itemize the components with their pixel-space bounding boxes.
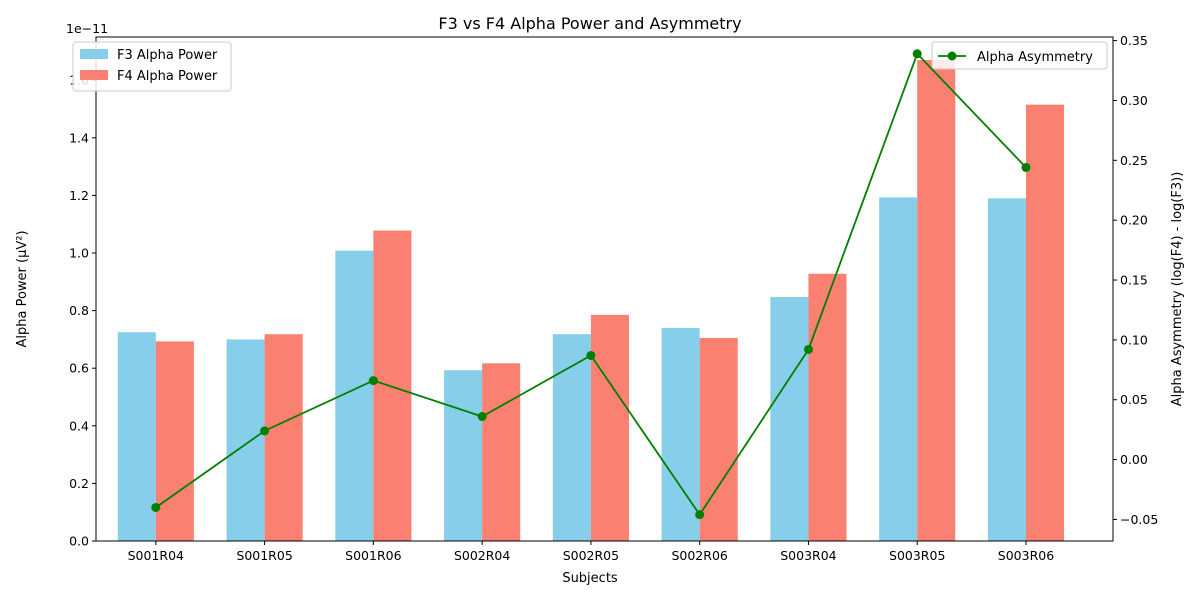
legend-box bbox=[72, 41, 232, 92]
y-tick-label: 1.2 bbox=[69, 188, 89, 203]
asymmetry-line-layer bbox=[151, 49, 1031, 520]
f4-bar bbox=[808, 273, 847, 541]
f4-bar bbox=[917, 60, 956, 541]
asymmetry-point bbox=[695, 510, 705, 520]
asymmetry-point bbox=[803, 344, 813, 354]
legend-power: F3 Alpha Power F4 Alpha Power bbox=[72, 41, 232, 92]
legend-label: Alpha Asymmetry bbox=[977, 50, 1093, 65]
y2-tick-label: 0.00 bbox=[1120, 452, 1148, 467]
y-tick-label: 0.0 bbox=[69, 534, 89, 549]
f4-bar bbox=[482, 363, 521, 541]
f3-bar bbox=[444, 370, 483, 541]
legend-swatch-f4 bbox=[80, 70, 108, 80]
y2-tick-label: 0.15 bbox=[1120, 273, 1148, 288]
y2-tick-label: 0.35 bbox=[1120, 33, 1148, 48]
x-tick-label: S002R05 bbox=[563, 548, 619, 563]
y2-tick-label: 0.30 bbox=[1120, 93, 1148, 108]
f3-bar bbox=[117, 332, 156, 541]
y-tick-label: 0.8 bbox=[69, 303, 89, 318]
asymmetry-point bbox=[1021, 162, 1031, 172]
y-tick-label: 1.0 bbox=[69, 246, 89, 261]
y-tick-label: 0.2 bbox=[69, 476, 89, 491]
f4-bar bbox=[699, 337, 738, 541]
f4-bar bbox=[264, 334, 303, 541]
f3-bar bbox=[770, 297, 809, 541]
asymmetry-point bbox=[260, 426, 270, 436]
x-tick-label: S001R06 bbox=[345, 548, 401, 563]
legend-asymmetry: Alpha Asymmetry bbox=[931, 41, 1108, 70]
x-tick-label: S001R04 bbox=[128, 548, 184, 563]
plot-frame bbox=[95, 36, 1114, 542]
bars-layer bbox=[117, 60, 1065, 542]
f3-bar bbox=[226, 339, 265, 541]
asymmetry-point bbox=[151, 502, 161, 512]
f3-bar bbox=[879, 197, 918, 541]
chart-title: F3 vs F4 Alpha Power and Asymmetry bbox=[438, 14, 741, 33]
legend-marker-asymmetry bbox=[947, 51, 957, 61]
f4-bar bbox=[373, 230, 412, 541]
x-tick-label: S003R05 bbox=[889, 548, 945, 563]
f4-bar bbox=[155, 341, 194, 541]
legend-label: F4 Alpha Power bbox=[117, 69, 218, 84]
x-tick-label: S001R05 bbox=[236, 548, 292, 563]
x-tick-label: S002R06 bbox=[671, 548, 727, 563]
y-offset-text: 1e−11 bbox=[66, 21, 108, 36]
y-tick-label: 0.6 bbox=[69, 361, 89, 376]
asymmetry-point bbox=[477, 411, 487, 421]
legend-swatch-f3 bbox=[80, 49, 108, 59]
legend-label: F3 Alpha Power bbox=[117, 48, 218, 63]
x-axis-label: Subjects bbox=[562, 571, 618, 586]
y2-tick-label: 0.05 bbox=[1120, 392, 1148, 407]
asymmetry-point bbox=[586, 350, 596, 360]
y-axis-label: Alpha Power (µV²) bbox=[15, 230, 30, 347]
y2-axis-label: Alpha Asymmetry (log(F4) - log(F3)) bbox=[1170, 172, 1185, 407]
x-tick-label: S002R04 bbox=[454, 548, 510, 563]
f3-bar bbox=[987, 198, 1026, 541]
x-tick-label: S003R06 bbox=[998, 548, 1054, 563]
y2-tick-label: −0.05 bbox=[1120, 512, 1158, 527]
f3-bar bbox=[552, 334, 591, 541]
y2-tick-label: 0.25 bbox=[1120, 153, 1148, 168]
x-tick-label: S003R04 bbox=[780, 548, 836, 563]
f4-bar bbox=[590, 314, 629, 541]
asymmetry-point bbox=[368, 376, 378, 386]
f3-bar bbox=[661, 327, 700, 541]
y-tick-label: 1.4 bbox=[69, 130, 89, 145]
y2-tick-label: 0.10 bbox=[1120, 332, 1148, 347]
asymmetry-point bbox=[912, 49, 922, 59]
y-tick-label: 0.4 bbox=[69, 418, 89, 433]
y2-tick-label: 0.20 bbox=[1120, 213, 1148, 228]
legend-box bbox=[931, 41, 1108, 70]
f4-bar bbox=[1025, 104, 1065, 542]
